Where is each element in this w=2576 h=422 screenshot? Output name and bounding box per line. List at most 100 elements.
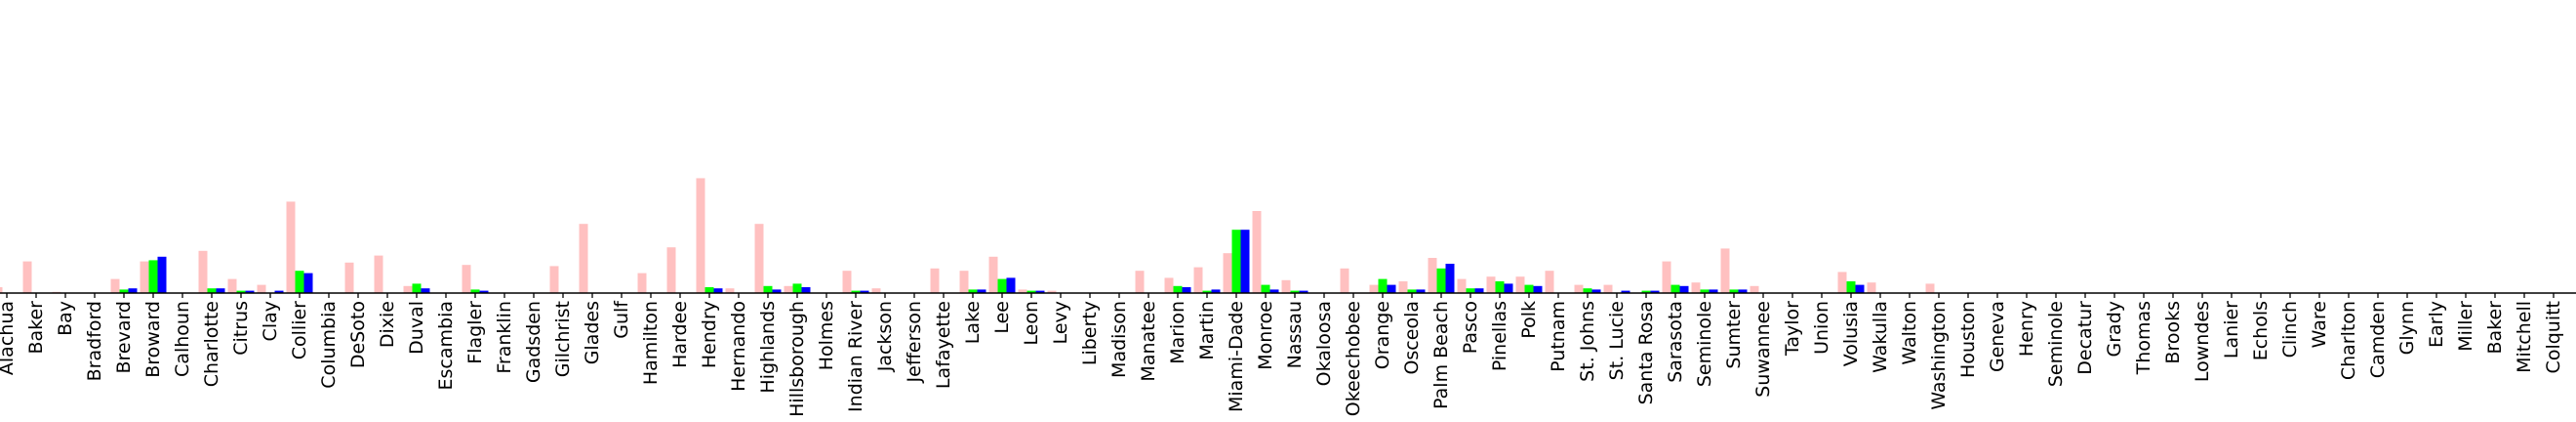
bar-1-54 — [1574, 284, 1584, 293]
x-tick-label: Bradford — [84, 301, 105, 381]
x-tick-label: Madison — [1108, 301, 1130, 378]
bar-1-16 — [462, 265, 471, 293]
x-tick-label: Camden — [2367, 301, 2389, 378]
bar-1-23 — [666, 247, 676, 293]
bar-3-14 — [421, 288, 430, 293]
x-tick-label: Washington — [1928, 301, 1950, 410]
x-tick-label: Volusia — [1840, 301, 1862, 366]
x-tick-label: Osceola — [1401, 301, 1423, 375]
x-tick-label: Baker — [2484, 301, 2506, 355]
bar-1-50 — [1457, 278, 1467, 293]
x-tick-label: Lowndes — [2192, 301, 2213, 382]
bar-2-5 — [148, 260, 158, 293]
x-tick-label: Okeechobee — [1343, 301, 1364, 416]
x-tick-label: Leon — [1021, 301, 1042, 346]
bar-3-29 — [860, 290, 869, 293]
x-tick-label: Manatee — [1138, 301, 1159, 382]
bar-1-60 — [1750, 285, 1759, 293]
bar-1-64 — [1867, 282, 1876, 293]
bar-2-58 — [1700, 289, 1710, 293]
x-tick-label: Brooks — [2162, 301, 2184, 364]
x-ticks-group — [6, 293, 2555, 298]
x-tick-label: Lake — [962, 301, 984, 344]
x-tick-label: Calhoun — [172, 301, 193, 377]
bar-2-7 — [207, 288, 217, 293]
bar-3-49 — [1445, 264, 1455, 293]
bar-1-49 — [1428, 258, 1437, 293]
bar-1-53 — [1545, 271, 1554, 293]
bar-3-35 — [1035, 290, 1045, 293]
x-tick-label: Gulf — [611, 300, 632, 339]
x-tick-label: Hillsborough — [786, 301, 808, 417]
bar-3-33 — [977, 289, 986, 293]
x-tick-label: Henry — [2016, 301, 2037, 357]
x-tick-label: Miami-Dade — [1226, 301, 1247, 412]
x-tick-label: Echols — [2250, 301, 2272, 360]
bar-1-14 — [403, 285, 413, 293]
x-tick-label: Gadsden — [523, 301, 544, 383]
bar-2-44 — [1290, 290, 1300, 293]
bar-3-42 — [1240, 230, 1250, 293]
bar-1-35 — [1018, 289, 1027, 293]
bar-3-55 — [1621, 290, 1630, 293]
x-tick-label: Walton — [1899, 301, 1920, 365]
bar-2-50 — [1466, 288, 1475, 293]
bar-1-48 — [1398, 281, 1408, 293]
bar-3-58 — [1709, 289, 1718, 293]
bar-1-63 — [1837, 272, 1847, 293]
bar-1-1 — [22, 261, 32, 293]
x-tick-label: Hendry — [699, 301, 720, 368]
bar-2-33 — [968, 289, 978, 293]
bar-2-4 — [119, 289, 129, 293]
bar-3-44 — [1299, 290, 1308, 293]
x-tick-label: Baker — [25, 301, 47, 355]
x-tick-label: Levy — [1050, 301, 1071, 344]
bar-1-20 — [579, 224, 588, 293]
x-tick-label: Seminole — [2045, 301, 2067, 387]
x-tick-label: Collier — [289, 301, 310, 359]
x-tick-label: Nassau — [1284, 301, 1306, 368]
bar-1-19 — [549, 266, 559, 293]
x-tick-label: Sumter — [1723, 301, 1745, 369]
x-tick-label: Okaloosa — [1313, 301, 1335, 386]
bar-3-52 — [1533, 285, 1543, 293]
bar-2-40 — [1173, 285, 1183, 293]
bar-3-43 — [1269, 289, 1279, 293]
bar-2-41 — [1202, 290, 1212, 293]
x-tick-label: Seminole — [1694, 301, 1715, 387]
bar-2-29 — [851, 290, 861, 293]
bar-3-40 — [1182, 287, 1191, 293]
x-tick-label: Citrus — [230, 301, 252, 356]
x-tick-label: Orange — [1372, 301, 1393, 369]
bar-2-54 — [1583, 288, 1592, 293]
bar-1-66 — [1925, 283, 1935, 293]
bar-1-26 — [754, 224, 764, 293]
x-tick-label: Columbia — [318, 301, 340, 389]
bar-1-43 — [1252, 211, 1262, 293]
bar-1-25 — [725, 288, 735, 293]
x-tick-label: Lanier — [2221, 301, 2242, 359]
bar-3-4 — [128, 288, 138, 293]
bar-3-16 — [479, 290, 489, 293]
x-tick-label: Hernando — [728, 301, 749, 392]
bar-3-56 — [1650, 290, 1660, 293]
x-tick-label: Sarasota — [1665, 301, 1686, 383]
x-tick-label: Glynn — [2396, 301, 2418, 355]
x-tick-label: Grady — [2104, 301, 2125, 357]
x-tick-label: Clay — [260, 301, 281, 341]
bar-3-47 — [1387, 284, 1396, 293]
bar-1-30 — [871, 288, 881, 293]
bar-1-36 — [1047, 290, 1057, 293]
x-tick-label: Early — [2426, 301, 2447, 348]
bar-1-33 — [959, 271, 969, 293]
x-tick-label: Charlotte — [201, 301, 222, 387]
bar-3-5 — [157, 256, 167, 293]
bar-3-7 — [216, 288, 225, 293]
bar-2-57 — [1670, 284, 1680, 293]
bar-2-52 — [1524, 284, 1534, 293]
bar-1-46 — [1340, 268, 1349, 293]
bar-1-59 — [1720, 248, 1730, 293]
bar-1-32 — [930, 268, 940, 293]
bar-3-27 — [801, 287, 811, 293]
